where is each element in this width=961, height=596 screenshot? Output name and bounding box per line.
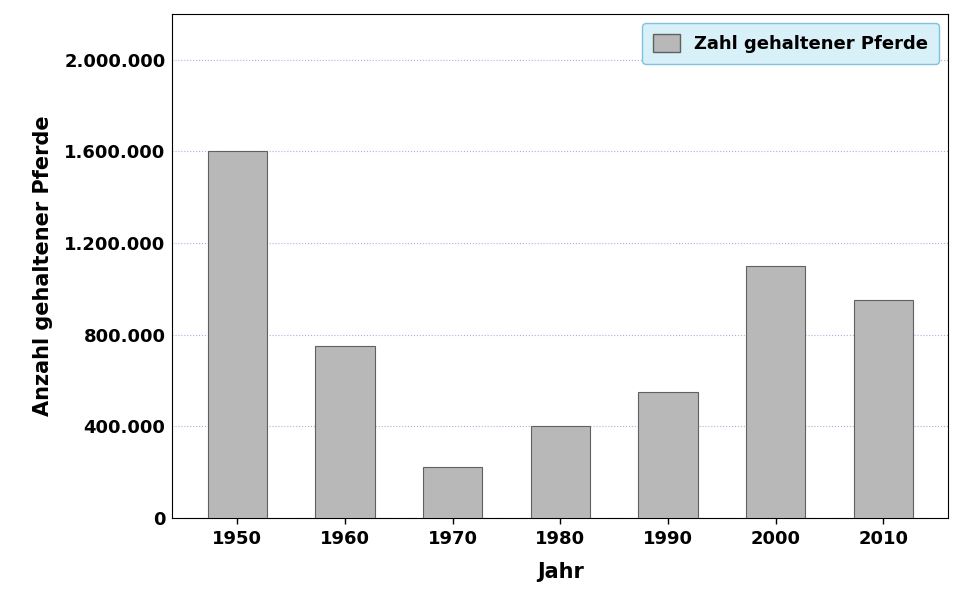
Bar xyxy=(315,346,374,518)
Bar xyxy=(852,300,912,518)
Bar xyxy=(638,392,697,518)
Bar xyxy=(530,426,589,518)
Legend: Zahl gehaltener Pferde: Zahl gehaltener Pferde xyxy=(641,23,938,64)
Y-axis label: Anzahl gehaltener Pferde: Anzahl gehaltener Pferde xyxy=(33,116,53,416)
Bar xyxy=(423,467,481,518)
X-axis label: Jahr: Jahr xyxy=(536,562,583,582)
Bar xyxy=(745,266,804,518)
Bar xyxy=(208,151,266,518)
